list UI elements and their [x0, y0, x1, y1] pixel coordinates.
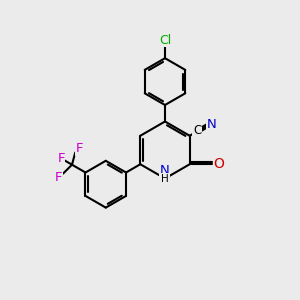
Text: F: F	[55, 171, 62, 184]
Text: H: H	[160, 173, 168, 184]
Text: C: C	[193, 124, 202, 137]
Text: O: O	[213, 157, 224, 171]
Text: Cl: Cl	[159, 34, 171, 47]
Text: F: F	[76, 142, 83, 155]
Text: N: N	[160, 164, 169, 177]
Text: N: N	[207, 118, 217, 131]
Text: F: F	[57, 152, 65, 165]
